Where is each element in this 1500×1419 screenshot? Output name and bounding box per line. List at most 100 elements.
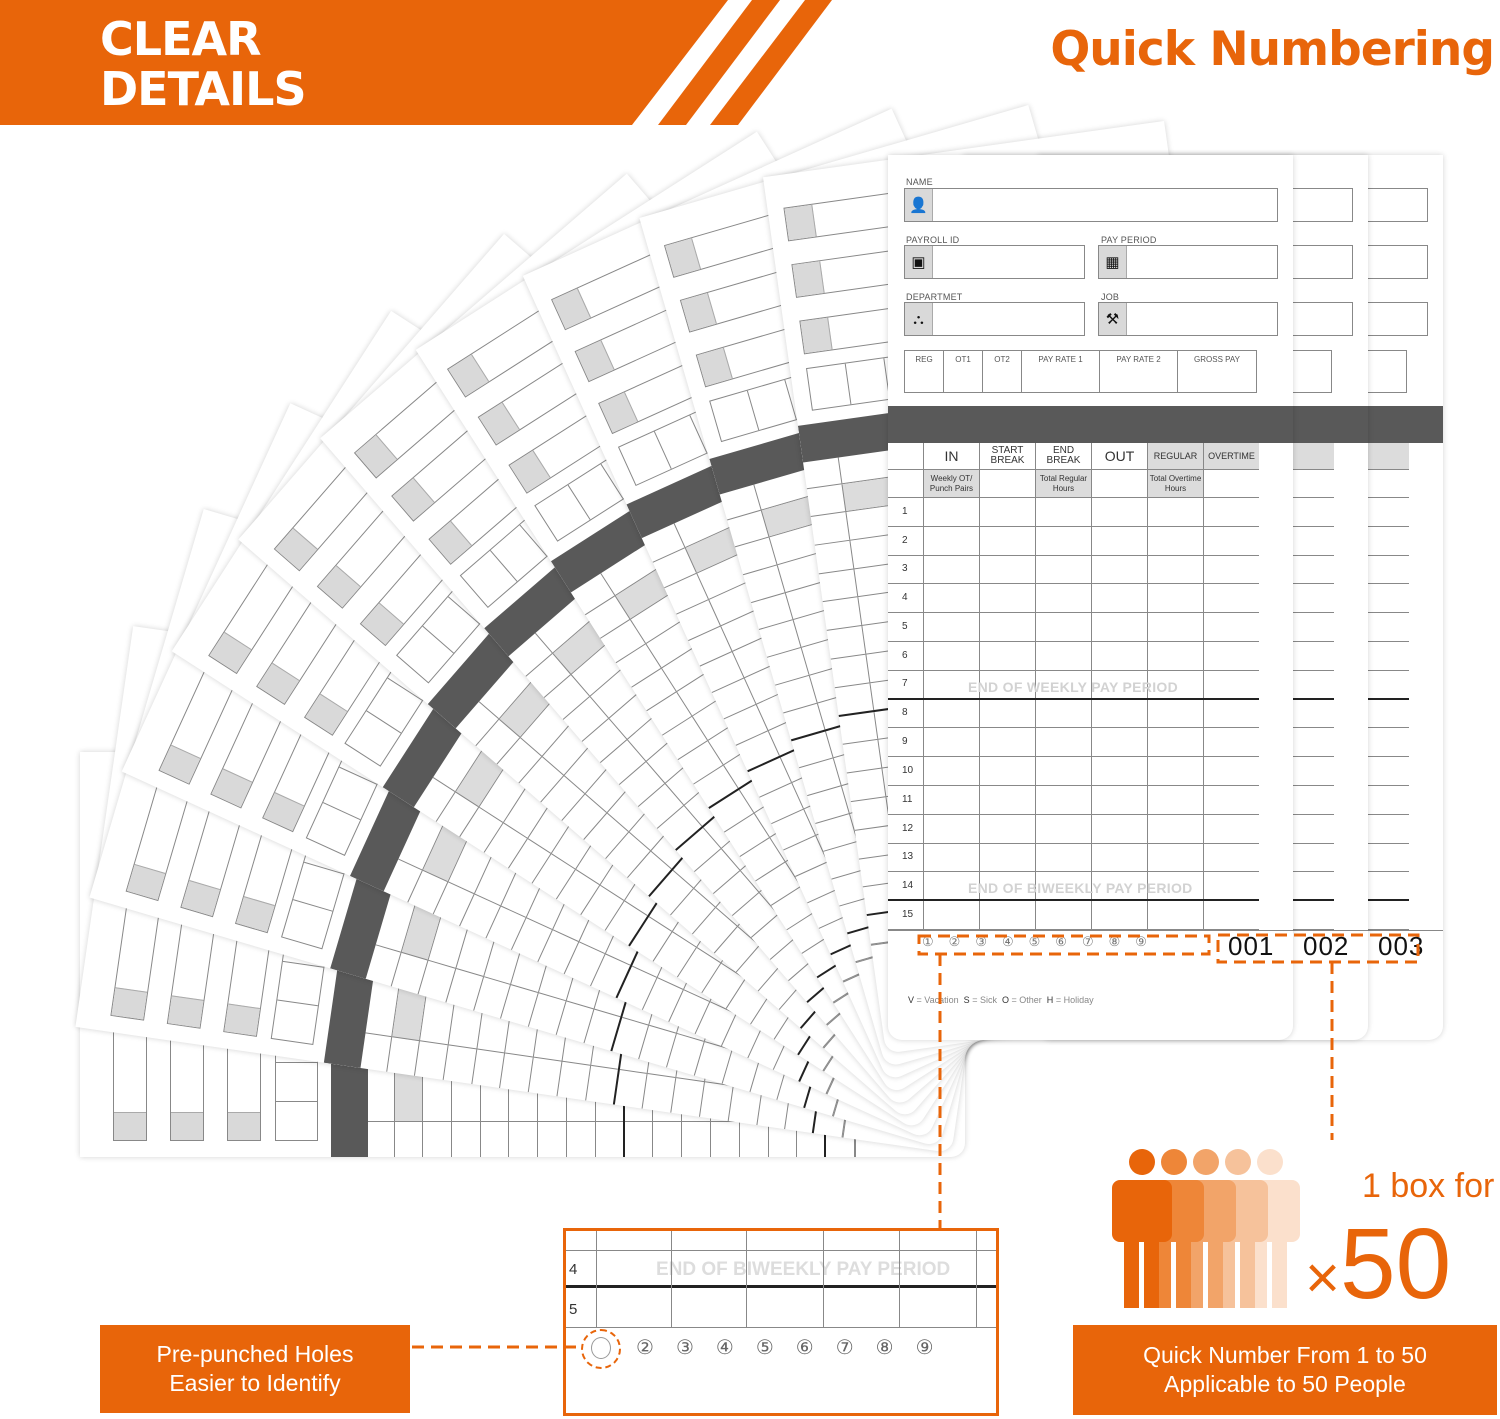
punch-cell[interactable] bbox=[1035, 613, 1091, 641]
department-field[interactable]: ⛬ bbox=[904, 302, 1085, 336]
punch-cell[interactable] bbox=[1035, 670, 1091, 698]
punch-cell[interactable] bbox=[1035, 584, 1091, 613]
punch-cell[interactable] bbox=[1147, 613, 1203, 641]
punch-cell[interactable] bbox=[1147, 584, 1203, 613]
summary-reg[interactable] bbox=[276, 1101, 317, 1140]
punch-cell[interactable] bbox=[1147, 555, 1203, 584]
punch-cell[interactable] bbox=[923, 699, 979, 728]
punch-cell[interactable] bbox=[1035, 699, 1091, 728]
summary-ot2[interactable]: OT2 bbox=[983, 351, 1022, 392]
punch-cell[interactable] bbox=[1091, 670, 1147, 698]
punch-cell[interactable] bbox=[1035, 555, 1091, 584]
punch-cell[interactable] bbox=[1147, 526, 1203, 555]
punch-cell[interactable] bbox=[1147, 785, 1203, 814]
punch-cell[interactable] bbox=[1091, 613, 1147, 641]
punch-cell[interactable] bbox=[979, 699, 1035, 728]
punch-cell[interactable] bbox=[1091, 757, 1147, 785]
punch-cell[interactable] bbox=[1203, 584, 1259, 613]
punch-cell[interactable] bbox=[1147, 670, 1203, 698]
punch-cell[interactable] bbox=[979, 901, 1035, 929]
punch-cell[interactable] bbox=[1091, 699, 1147, 728]
punch-cell[interactable] bbox=[1091, 872, 1147, 900]
punch-cell[interactable] bbox=[979, 785, 1035, 814]
punch-cell[interactable] bbox=[1147, 699, 1203, 728]
punch-cell[interactable] bbox=[923, 843, 979, 872]
punch-cell[interactable] bbox=[923, 584, 979, 613]
punch-cell[interactable] bbox=[923, 901, 979, 929]
payroll-id-field[interactable]: ▣ bbox=[904, 245, 1085, 279]
punch-cell[interactable] bbox=[1035, 785, 1091, 814]
punch-cell[interactable] bbox=[979, 728, 1035, 757]
punch-cell[interactable] bbox=[1091, 641, 1147, 670]
punch-cell[interactable] bbox=[979, 670, 1035, 698]
punch-cell[interactable] bbox=[1147, 757, 1203, 785]
punch-cell[interactable] bbox=[1203, 613, 1259, 641]
punch-cell[interactable] bbox=[1091, 728, 1147, 757]
punch-cell[interactable] bbox=[1035, 498, 1091, 526]
punch-cell[interactable] bbox=[1203, 526, 1259, 555]
punch-cell[interactable] bbox=[923, 555, 979, 584]
summary-reg[interactable] bbox=[807, 363, 852, 410]
punch-cell[interactable] bbox=[923, 641, 979, 670]
punch-cell[interactable] bbox=[1147, 872, 1203, 900]
punch-cell[interactable] bbox=[1203, 757, 1259, 785]
punch-cell[interactable] bbox=[1203, 641, 1259, 670]
punch-cell[interactable] bbox=[1203, 498, 1259, 526]
punch-cell[interactable] bbox=[923, 498, 979, 526]
punch-cell[interactable] bbox=[923, 613, 979, 641]
punch-cell[interactable] bbox=[979, 613, 1035, 641]
punch-cell[interactable] bbox=[1203, 555, 1259, 584]
punch-cell[interactable] bbox=[1203, 728, 1259, 757]
punch-cell[interactable] bbox=[1091, 843, 1147, 872]
punch-cell[interactable] bbox=[1147, 641, 1203, 670]
job-field[interactable]: ⚒ bbox=[1098, 302, 1278, 336]
punch-cell[interactable] bbox=[1147, 901, 1203, 929]
punch-cell[interactable] bbox=[923, 814, 979, 843]
punch-cell[interactable] bbox=[1035, 814, 1091, 843]
summary-ot1[interactable] bbox=[277, 960, 324, 1006]
punch-cell[interactable] bbox=[1147, 814, 1203, 843]
summary-pay-rate-2[interactable]: PAY RATE 2 bbox=[1100, 351, 1178, 392]
punch-cell[interactable] bbox=[1203, 814, 1259, 843]
punch-cell[interactable] bbox=[1091, 526, 1147, 555]
punch-cell[interactable] bbox=[979, 555, 1035, 584]
punch-cell[interactable] bbox=[979, 584, 1035, 613]
punch-cell[interactable] bbox=[1091, 555, 1147, 584]
punch-cell[interactable] bbox=[1147, 498, 1203, 526]
punch-cell[interactable] bbox=[1091, 584, 1147, 613]
summary-pay-rate-1[interactable]: PAY RATE 1 bbox=[1022, 351, 1100, 392]
punch-cell[interactable] bbox=[1091, 901, 1147, 929]
punch-cell[interactable] bbox=[979, 498, 1035, 526]
punch-cell[interactable] bbox=[1203, 699, 1259, 728]
punch-cell[interactable] bbox=[1091, 498, 1147, 526]
summary-reg[interactable]: REG bbox=[905, 351, 944, 392]
punch-cell[interactable] bbox=[1091, 814, 1147, 843]
punch-cell[interactable] bbox=[1091, 785, 1147, 814]
summary-gross-pay[interactable]: GROSS PAY bbox=[1194, 355, 1240, 364]
punch-cell[interactable] bbox=[923, 728, 979, 757]
punch-cell[interactable] bbox=[1147, 843, 1203, 872]
punch-cell[interactable] bbox=[979, 843, 1035, 872]
punch-cell[interactable] bbox=[923, 872, 979, 900]
punch-cell[interactable] bbox=[1035, 641, 1091, 670]
punch-cell[interactable] bbox=[979, 641, 1035, 670]
punch-cell[interactable] bbox=[923, 670, 979, 698]
punch-cell[interactable] bbox=[923, 785, 979, 814]
punch-cell[interactable] bbox=[1035, 843, 1091, 872]
summary-ot1[interactable]: OT1 bbox=[944, 351, 983, 392]
punch-cell[interactable] bbox=[1035, 757, 1091, 785]
punch-cell[interactable] bbox=[1203, 785, 1259, 814]
summary-ot1[interactable] bbox=[276, 1062, 317, 1101]
punch-cell[interactable] bbox=[1035, 526, 1091, 555]
punch-cell[interactable] bbox=[979, 757, 1035, 785]
punch-cell[interactable] bbox=[1203, 901, 1259, 929]
punch-cell[interactable] bbox=[979, 526, 1035, 555]
punch-cell[interactable] bbox=[1203, 843, 1259, 872]
punch-cell[interactable] bbox=[1035, 872, 1091, 900]
punch-cell[interactable] bbox=[1035, 728, 1091, 757]
punch-cell[interactable] bbox=[1035, 901, 1091, 929]
punch-cell[interactable] bbox=[1203, 872, 1259, 900]
punch-cell[interactable] bbox=[1203, 670, 1259, 698]
summary-reg[interactable] bbox=[271, 999, 318, 1044]
summary-ot1[interactable] bbox=[845, 358, 891, 405]
